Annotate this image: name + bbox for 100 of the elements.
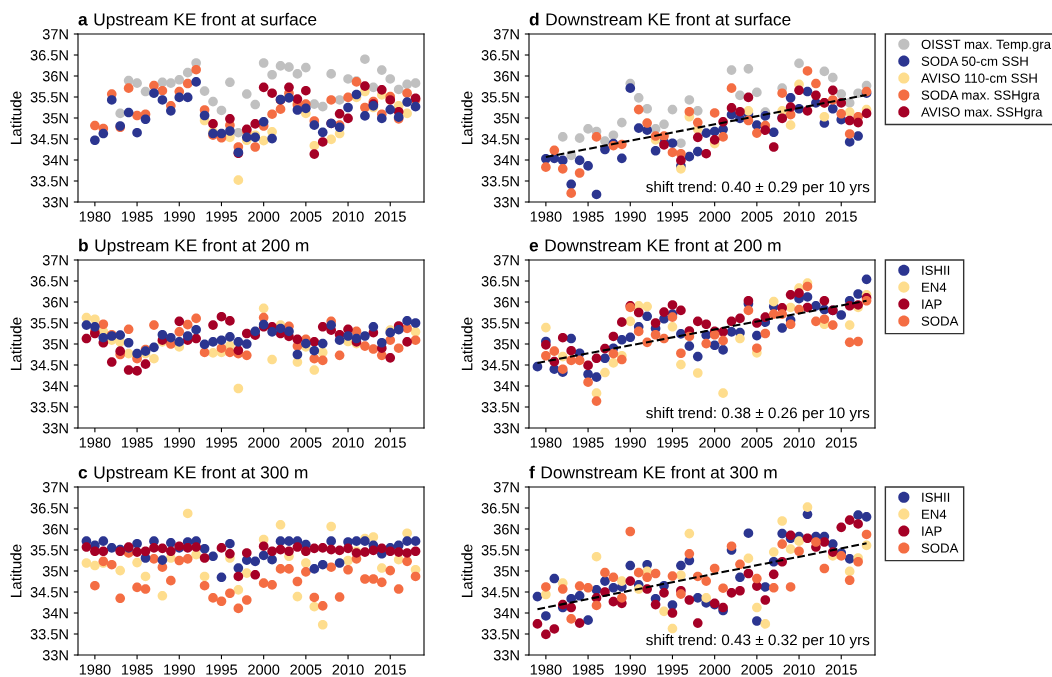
point	[360, 574, 370, 584]
point	[541, 629, 551, 640]
x-tick-label: 2000	[699, 437, 731, 448]
point	[692, 117, 703, 128]
point	[309, 345, 320, 356]
point	[676, 348, 686, 359]
point	[368, 532, 379, 542]
chart-title: b Upstream KE front at 200 m	[79, 238, 309, 255]
point	[301, 558, 311, 568]
point	[98, 128, 109, 139]
point	[182, 543, 193, 553]
point	[701, 319, 712, 330]
point	[115, 565, 126, 576]
y-tick-label: 33N	[493, 423, 519, 434]
point	[811, 537, 821, 547]
y-tick-label: 34N	[493, 381, 519, 392]
point	[659, 606, 669, 617]
point	[309, 543, 320, 554]
point	[600, 367, 610, 378]
point	[591, 353, 602, 364]
point	[667, 147, 678, 158]
point	[650, 318, 661, 328]
y-tick-label: 36.5N	[30, 50, 68, 61]
point	[760, 619, 771, 629]
point	[191, 542, 201, 552]
y-tick-label: 33.5N	[30, 176, 68, 187]
point	[726, 103, 737, 113]
point	[258, 550, 269, 561]
point	[853, 519, 863, 529]
point	[208, 337, 218, 347]
point	[132, 557, 142, 568]
point	[140, 86, 151, 97]
point	[541, 322, 551, 333]
point	[292, 69, 303, 79]
point	[225, 114, 235, 124]
point	[191, 313, 201, 324]
y-tick-label: 34N	[493, 608, 519, 619]
point	[132, 366, 142, 376]
point	[600, 576, 610, 586]
point	[853, 289, 863, 299]
point	[216, 572, 227, 583]
point	[684, 595, 695, 605]
y-tick-label: 37N	[42, 482, 68, 493]
point	[267, 109, 277, 120]
point	[659, 307, 669, 317]
point	[650, 145, 661, 156]
point	[326, 95, 336, 105]
text: ISHII	[922, 265, 950, 275]
point	[633, 567, 644, 578]
point	[684, 548, 695, 559]
point	[591, 132, 602, 142]
legend-label: SODA	[921, 543, 959, 553]
point	[376, 543, 387, 554]
point	[208, 593, 218, 603]
point	[301, 85, 311, 96]
point	[275, 519, 286, 530]
point	[90, 580, 100, 591]
y-tick-label: 35N	[493, 113, 519, 124]
point	[819, 111, 830, 122]
y-axis-title: Latitude	[10, 544, 22, 597]
point	[844, 337, 855, 348]
y-tick-label: 37N	[42, 255, 68, 266]
point	[692, 106, 703, 116]
x-tick-label: 2010	[332, 211, 364, 222]
point	[149, 320, 159, 330]
point	[90, 135, 100, 146]
point	[267, 69, 277, 80]
point	[115, 108, 126, 119]
point	[301, 62, 311, 73]
point	[844, 566, 855, 577]
point	[275, 61, 286, 71]
y-tick-label: 36N	[42, 524, 68, 535]
point	[385, 74, 396, 84]
point	[836, 89, 847, 99]
point	[402, 97, 412, 107]
y-tick-label: 33N	[42, 197, 68, 208]
legend-label: AVISO 110-cm SSH	[921, 73, 1037, 83]
point	[676, 138, 686, 149]
point	[368, 574, 379, 584]
point	[258, 135, 269, 146]
point	[819, 563, 830, 574]
point	[166, 538, 176, 548]
point	[718, 388, 728, 398]
point	[225, 588, 235, 599]
point	[393, 343, 404, 354]
point	[241, 328, 252, 339]
point	[667, 600, 678, 610]
x-tick-label: 2010	[783, 437, 815, 448]
y-tick-label: 34.5N	[481, 134, 519, 145]
point	[241, 89, 252, 99]
y-tick-label: 36N	[42, 297, 68, 308]
point	[625, 316, 636, 327]
point	[794, 536, 804, 546]
legend-label: IAP	[922, 299, 942, 309]
point	[785, 319, 796, 330]
point	[684, 106, 695, 117]
x-tick-label: 2000	[248, 437, 280, 448]
point	[233, 337, 244, 347]
point	[90, 546, 100, 557]
point	[819, 314, 830, 325]
